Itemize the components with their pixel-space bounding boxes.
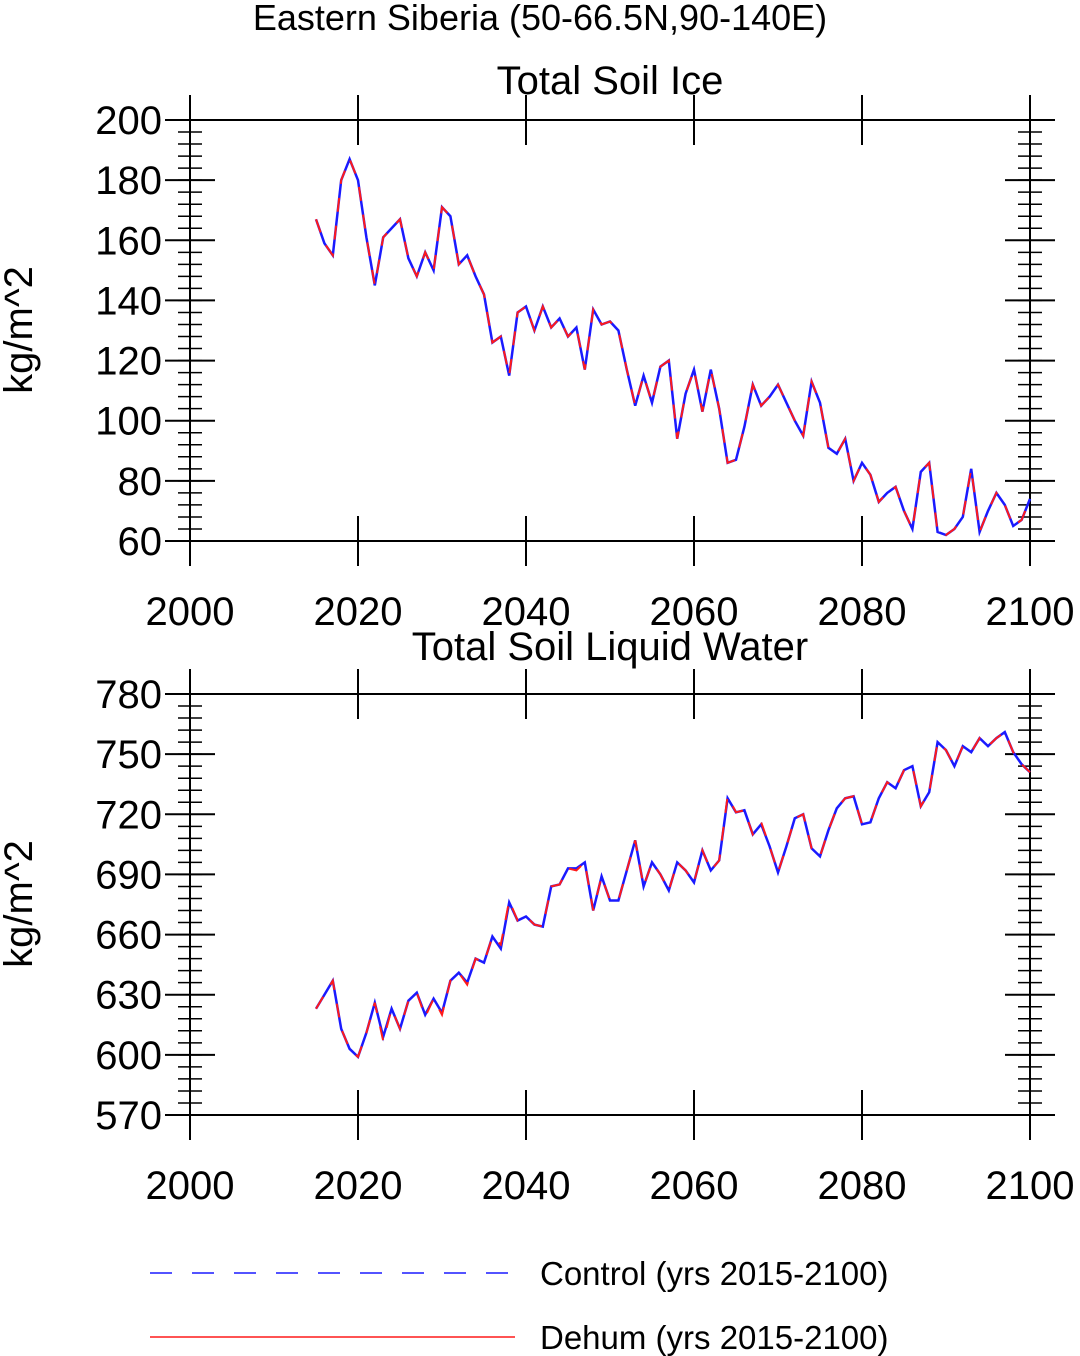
y-tick-label: 200 (95, 99, 162, 143)
y-axis-label: kg/m^2 (0, 266, 41, 394)
y-tick-label: 570 (95, 1094, 162, 1138)
y-tick-label: 60 (118, 520, 163, 564)
x-tick-label: 2100 (986, 1164, 1075, 1208)
axis-ticks (165, 669, 1055, 1140)
legend-label-dehum: Dehum (yrs 2015-2100) (540, 1319, 889, 1356)
dehum-line (315, 730, 1031, 1059)
x-tick-label: 2000 (146, 1164, 235, 1208)
x-tick-label: 2000 (146, 590, 235, 634)
y-tick-label: 630 (95, 974, 162, 1018)
x-tick-label: 2040 (482, 590, 571, 634)
y-tick-label: 660 (95, 914, 162, 958)
y-tick-label: 720 (95, 793, 162, 837)
control-line (314, 730, 1031, 1060)
x-tick-label: 2060 (650, 590, 739, 634)
legend-label-control: Control (yrs 2015-2100) (540, 1255, 889, 1292)
y-tick-label: 690 (95, 853, 162, 897)
x-tick-label: 2100 (986, 590, 1075, 634)
y-tick-label: 80 (118, 460, 163, 504)
x-tick-label: 2020 (314, 590, 403, 634)
x-tick-label: 2020 (314, 1164, 403, 1208)
panel-title: Total Soil Ice (497, 59, 724, 103)
x-tick-label: 2080 (818, 590, 907, 634)
x-tick-label: 2080 (818, 1164, 907, 1208)
y-tick-labels: 570 600 630 660 690 720 750 780 (95, 673, 162, 1138)
axis-ticks (165, 95, 1055, 566)
x-tick-label: 2040 (482, 1164, 571, 1208)
y-tick-label: 120 (95, 340, 162, 384)
plot-frame (189, 693, 1031, 1116)
y-tick-label: 600 (95, 1034, 162, 1078)
panel-soil-liquid-water: Total Soil Liquid Water kg/m^2 570 600 630… (0, 625, 1074, 1208)
y-tick-labels: 60 80 100 120 140 160 180 200 (95, 99, 162, 564)
y-tick-label: 100 (95, 400, 162, 444)
x-tick-labels: 2000 2020 2040 2060 2080 2100 (146, 1164, 1075, 1208)
page-title: Eastern Siberia (50-66.5N,90-140E) (253, 0, 827, 38)
legend: Control (yrs 2015-2100) Dehum (yrs 2015-… (150, 1255, 889, 1356)
y-tick-label: 160 (95, 219, 162, 263)
panel-title: Total Soil Liquid Water (412, 625, 808, 669)
dehum-line (315, 156, 1031, 537)
y-tick-label: 750 (95, 733, 162, 777)
plot-frame (189, 119, 1031, 542)
y-tick-label: 780 (95, 673, 162, 717)
panel-soil-ice: Total Soil Ice kg/m^2 60 80 100 120 140 160 18… (0, 59, 1074, 634)
control-line (314, 155, 1032, 537)
y-axis-label: kg/m^2 (0, 840, 41, 968)
x-tick-label: 2060 (650, 1164, 739, 1208)
x-tick-labels: 2000 2020 2040 2060 2080 2100 (146, 590, 1075, 634)
y-tick-label: 140 (95, 279, 162, 323)
y-tick-label: 180 (95, 159, 162, 203)
